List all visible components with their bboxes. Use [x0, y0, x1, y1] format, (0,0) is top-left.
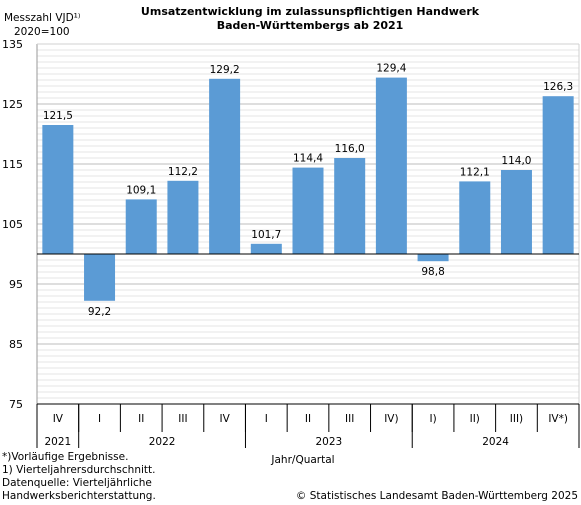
x-tick-label: II [138, 413, 144, 425]
y-tick-label: 115 [2, 158, 23, 171]
bar-value-label: 109,1 [126, 184, 156, 196]
y-axis-label-line1: Messzahl VJD¹⁾ [4, 12, 81, 24]
x-tick-label: II) [470, 413, 480, 425]
y-axis-label-line2: 2020=100 [14, 26, 70, 38]
x-tick-label: IV [219, 413, 230, 425]
x-tick-label: IV) [384, 413, 398, 425]
y-tick-label: 95 [9, 278, 23, 291]
chart-title-line2: Baden-Württembergs ab 2021 [217, 19, 404, 32]
x-tick-label: III [345, 413, 354, 425]
bar [417, 254, 449, 262]
bar [209, 78, 241, 254]
x-tick-label: IV*) [548, 413, 568, 425]
footnotes: *)Vorläufige Ergebnisse. 1) Vierteljahre… [2, 451, 156, 503]
year-label: 2021 [44, 436, 71, 448]
y-tick-label: 75 [9, 398, 23, 411]
year-label: 2024 [482, 436, 509, 448]
bar-value-label: 114,0 [501, 155, 531, 167]
x-tick-label: III [178, 413, 187, 425]
bar-value-label: 98,8 [421, 266, 444, 278]
y-tick-label: 125 [2, 98, 23, 111]
bar-value-label: 112,2 [168, 166, 198, 178]
y-axis-ticks: 135 125 115 105 95 85 75 [2, 38, 23, 411]
bar [375, 77, 407, 254]
year-label: 2022 [149, 436, 176, 448]
bar-value-label: 92,2 [88, 306, 111, 318]
x-tick-label: IV [53, 413, 64, 425]
bar [84, 254, 116, 301]
x-tick-label: III) [510, 413, 523, 425]
x-tick-label: I [265, 413, 268, 425]
copyright-notice: © Statistisches Landesamt Baden-Württemb… [295, 490, 578, 502]
footnote-source-line1: Datenquelle: Vierteljährliche [2, 477, 152, 489]
y-tick-label: 135 [2, 38, 23, 51]
chart-title-line1: Umsatzentwicklung im zulassunspflichtige… [141, 5, 480, 18]
bar-value-label: 116,0 [335, 143, 365, 155]
x-tick-label: I) [429, 413, 436, 425]
bar [334, 158, 366, 254]
bar-value-label: 112,1 [460, 166, 490, 178]
bars: 121,5 92,2 109,1 112,2 129,2 101,7 114,4 116,0 1… [42, 63, 574, 318]
y-tick-label: 85 [9, 338, 23, 351]
year-label: 2023 [315, 436, 342, 448]
x-tick-label: II [305, 413, 311, 425]
bar-value-label: 129,2 [210, 64, 240, 76]
x-axis: IV I II III IV I II III IV) I) II) III) IV*)2021 2022… [36, 253, 580, 448]
bar [167, 180, 199, 254]
bar-value-label: 126,3 [543, 81, 573, 93]
footnote-source-line2: Handwerksberichterstattung. [2, 490, 156, 502]
bar [542, 96, 574, 254]
bar-value-label: 114,4 [293, 153, 323, 165]
y-tick-label: 105 [2, 218, 23, 231]
x-tick-label: I [98, 413, 101, 425]
bar [292, 167, 324, 254]
footnote-quarter-average: 1) Vierteljahrersdurchschnitt. [2, 464, 156, 476]
bar [459, 181, 491, 254]
footnote-preliminary: *)Vorläufige Ergebnisse. [2, 451, 129, 463]
bar [250, 243, 282, 254]
bar-value-label: 121,5 [43, 110, 73, 122]
bar-value-label: 129,4 [376, 63, 406, 75]
bar-value-label: 101,7 [251, 229, 281, 241]
bar [500, 170, 532, 254]
bar [42, 125, 74, 254]
bar [125, 199, 157, 254]
x-axis-label: Jahr/Quartal [270, 454, 334, 466]
